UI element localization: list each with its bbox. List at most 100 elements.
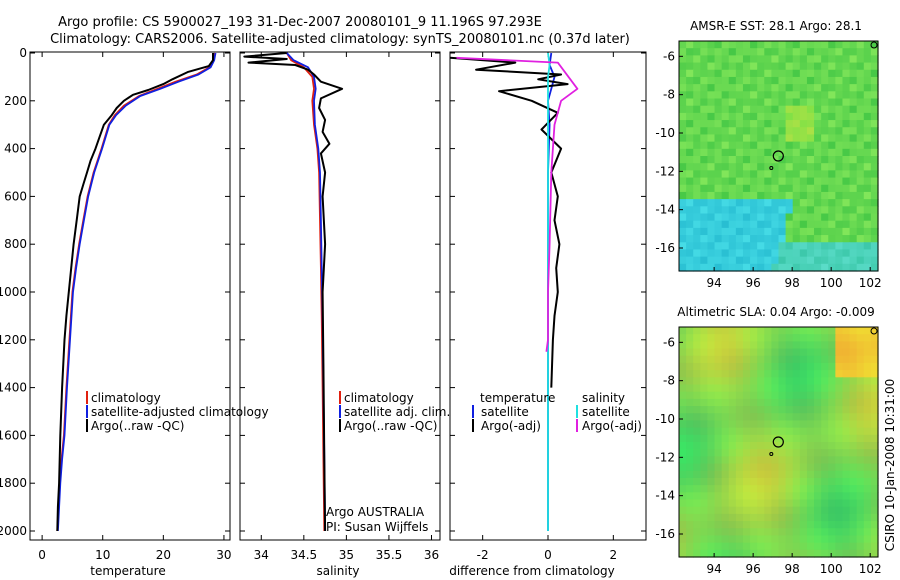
map-cell bbox=[735, 256, 744, 265]
map-cell bbox=[714, 377, 723, 386]
map-cell bbox=[799, 242, 808, 251]
map-cell bbox=[686, 206, 694, 215]
map-cell bbox=[757, 98, 765, 107]
map-cell bbox=[735, 263, 744, 272]
map-cell bbox=[785, 141, 794, 150]
map-cell bbox=[799, 528, 808, 537]
map-cell bbox=[778, 41, 787, 49]
map-cell bbox=[856, 62, 865, 71]
map-cell bbox=[814, 370, 822, 378]
map-cell bbox=[686, 413, 694, 422]
map-cell bbox=[757, 456, 765, 465]
map-cell bbox=[785, 84, 794, 92]
map-cell bbox=[757, 69, 765, 78]
map-cell bbox=[714, 442, 723, 450]
map-cell bbox=[828, 499, 836, 508]
map-cell bbox=[714, 227, 723, 236]
map-cell bbox=[828, 76, 836, 85]
y-tick-label: -8 bbox=[663, 88, 675, 102]
map-cell bbox=[686, 477, 694, 486]
map-cell bbox=[842, 105, 851, 114]
map-cell bbox=[814, 398, 822, 407]
map-cell bbox=[707, 485, 716, 493]
map-cell bbox=[750, 348, 758, 357]
map-cell bbox=[714, 535, 723, 544]
map-cell bbox=[742, 249, 751, 258]
map-cell bbox=[799, 163, 808, 171]
map-cell bbox=[863, 156, 872, 164]
map-cell bbox=[870, 456, 879, 465]
map-cell bbox=[679, 485, 687, 493]
map-cell bbox=[849, 48, 858, 56]
map-cell bbox=[750, 499, 758, 508]
map-cell bbox=[693, 334, 701, 342]
map-cell bbox=[757, 420, 765, 429]
y-tick-label: 200 bbox=[4, 94, 27, 108]
map-cell bbox=[821, 420, 829, 429]
legend-label: climatology bbox=[91, 391, 161, 405]
map-cell bbox=[821, 84, 829, 92]
map-cell bbox=[849, 127, 858, 136]
map-cell bbox=[806, 427, 815, 436]
map-cell bbox=[778, 341, 787, 350]
map-cell bbox=[714, 521, 723, 529]
map-frame bbox=[678, 40, 879, 272]
map-cell bbox=[700, 163, 709, 171]
map-cell bbox=[735, 91, 744, 100]
map-cell bbox=[821, 542, 829, 551]
map-cell bbox=[849, 341, 858, 350]
map-cell bbox=[863, 420, 872, 429]
map-cell bbox=[849, 148, 858, 157]
map-cell bbox=[707, 492, 716, 501]
map-cell bbox=[707, 362, 716, 371]
map-cell bbox=[728, 535, 737, 544]
x-tick-label: 98 bbox=[785, 276, 800, 290]
map-cell bbox=[849, 463, 858, 472]
map-cell bbox=[856, 91, 865, 100]
map-cell bbox=[757, 156, 765, 164]
map-cell bbox=[785, 456, 794, 465]
map-cell bbox=[771, 477, 780, 486]
map-cell bbox=[835, 191, 844, 200]
map-cell bbox=[828, 413, 836, 422]
map-cell bbox=[785, 521, 794, 529]
map-cell bbox=[856, 220, 865, 229]
map-cell bbox=[735, 184, 744, 193]
map-cell bbox=[764, 477, 772, 486]
map-cell bbox=[856, 148, 865, 157]
map-cell bbox=[856, 420, 865, 429]
map-cell bbox=[757, 463, 765, 472]
map-cell bbox=[750, 48, 758, 56]
map-cell bbox=[700, 420, 709, 429]
map-cell bbox=[735, 76, 744, 85]
map-cell bbox=[856, 391, 865, 400]
map-cell bbox=[750, 492, 758, 501]
map-cell bbox=[728, 177, 737, 186]
map-cell bbox=[799, 41, 808, 49]
map-cell bbox=[870, 156, 879, 164]
map-cell bbox=[828, 420, 836, 429]
map-cell bbox=[686, 127, 694, 136]
x-tick-label: -2 bbox=[477, 548, 489, 562]
map-cell bbox=[828, 227, 836, 236]
map-cell bbox=[849, 235, 858, 243]
map-cell bbox=[785, 213, 794, 222]
map-cell bbox=[835, 148, 844, 157]
map-cell bbox=[792, 549, 801, 558]
corner-marker bbox=[870, 327, 878, 335]
map-cell bbox=[693, 456, 701, 465]
map-cell bbox=[828, 470, 836, 479]
map-cell bbox=[721, 41, 730, 49]
map-cell bbox=[721, 434, 730, 443]
map-cell bbox=[679, 348, 687, 357]
map-cell bbox=[863, 263, 872, 272]
map-cell bbox=[750, 199, 758, 207]
map-cell bbox=[771, 391, 780, 400]
map-cell bbox=[679, 69, 687, 78]
map-cell bbox=[799, 477, 808, 486]
map-cell bbox=[856, 112, 865, 121]
map-cell bbox=[821, 206, 829, 215]
map-cell bbox=[799, 362, 808, 371]
map-cell bbox=[757, 521, 765, 529]
map-cell bbox=[828, 406, 836, 414]
